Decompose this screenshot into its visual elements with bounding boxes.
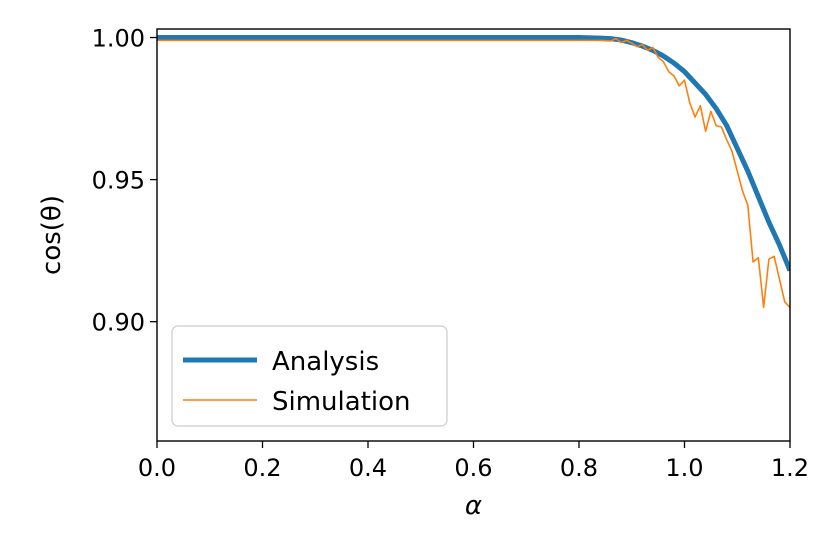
- legend-label-simulation: Simulation: [272, 387, 411, 417]
- x-tick-label: 1.2: [771, 454, 809, 482]
- legend: Analysis Simulation: [171, 325, 448, 427]
- x-axis-label: α: [465, 491, 482, 521]
- series-line-simulation: [157, 37, 790, 309]
- y-axis-label: cos(θ): [37, 195, 67, 275]
- series-line-analysis: [157, 35, 790, 272]
- x-tick-label: 0.0: [138, 454, 176, 482]
- x-tick-label: 0.2: [243, 454, 281, 482]
- series-layer: [157, 35, 790, 309]
- ticks-layer: 0.0 0.2 0.4 0.6 0.8 1.0 1.2 0.90 0.95 1.00: [92, 25, 810, 482]
- x-tick-label: 0.6: [454, 454, 492, 482]
- legend-label-analysis: Analysis: [272, 347, 379, 377]
- x-tick-label: 1.0: [665, 454, 703, 482]
- y-tick-label: 0.95: [92, 167, 145, 195]
- x-tick-label: 0.4: [349, 454, 387, 482]
- y-tick-label: 1.00: [92, 25, 145, 53]
- legend-box: [171, 325, 448, 427]
- x-tick-label: 0.8: [560, 454, 598, 482]
- y-tick-label: 0.90: [92, 309, 145, 337]
